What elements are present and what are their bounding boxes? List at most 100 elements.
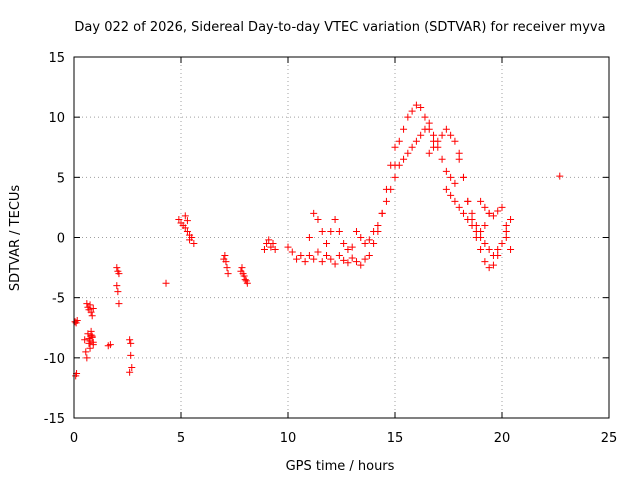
data-point	[113, 282, 121, 290]
data-point	[288, 248, 296, 256]
data-point	[400, 155, 408, 163]
data-point	[412, 101, 420, 109]
data-point	[502, 221, 510, 229]
data-point	[335, 227, 343, 235]
data-point	[113, 264, 121, 272]
data-point	[387, 161, 395, 169]
data-point	[305, 234, 313, 241]
data-point	[222, 258, 230, 266]
data-point	[408, 143, 416, 151]
data-point	[221, 252, 229, 260]
data-point	[127, 339, 135, 347]
data-point	[86, 337, 94, 345]
data-point	[126, 336, 134, 344]
data-point	[267, 243, 275, 251]
y-tick-label: 0	[57, 232, 65, 247]
data-point	[162, 279, 170, 287]
data-point	[241, 276, 249, 284]
y-tick-label: 10	[48, 111, 65, 126]
data-point	[183, 217, 191, 225]
data-point	[434, 137, 442, 145]
data-point	[468, 215, 476, 223]
data-point	[340, 256, 348, 264]
data-point	[344, 246, 352, 254]
data-point	[361, 240, 369, 248]
data-point	[181, 212, 189, 220]
data-point	[175, 215, 183, 223]
data-point	[82, 348, 90, 356]
data-point	[314, 248, 322, 256]
data-point	[223, 264, 231, 272]
data-point	[459, 209, 467, 217]
data-point	[348, 243, 356, 251]
data-point	[459, 173, 467, 181]
data-point	[114, 288, 122, 296]
data-point	[284, 243, 292, 251]
data-point	[88, 333, 96, 341]
x-tick-label: 10	[280, 431, 297, 446]
data-point	[344, 259, 352, 267]
data-point	[86, 301, 94, 309]
data-point	[318, 227, 326, 235]
data-point	[357, 261, 365, 269]
data-point	[442, 167, 450, 175]
data-point	[507, 215, 515, 223]
x-tick-label: 25	[601, 431, 618, 446]
data-point	[310, 255, 318, 263]
x-tick-label: 0	[70, 431, 78, 446]
data-point	[269, 240, 277, 248]
data-point	[391, 173, 399, 181]
data-point	[451, 137, 459, 145]
data-point	[331, 215, 339, 223]
data-point	[186, 236, 194, 244]
data-point	[481, 240, 489, 248]
data-point	[106, 341, 114, 349]
x-tick-label: 5	[177, 431, 185, 446]
data-point	[485, 246, 493, 254]
data-point	[81, 336, 89, 344]
x-axis-label: GPS time / hours	[286, 459, 395, 474]
data-point	[83, 354, 91, 362]
y-tick-label: -15	[44, 412, 65, 427]
data-point	[238, 264, 246, 272]
data-point	[183, 227, 191, 235]
data-point	[87, 308, 95, 316]
data-point	[126, 368, 134, 376]
data-point	[83, 300, 91, 308]
data-point	[73, 317, 81, 325]
data-point	[370, 240, 378, 248]
data-point	[468, 221, 476, 229]
data-point	[556, 172, 564, 180]
data-point	[481, 221, 489, 229]
data-point	[190, 240, 198, 248]
data-point	[502, 234, 510, 241]
data-point	[224, 270, 232, 278]
data-point	[477, 197, 485, 205]
data-point	[494, 246, 502, 254]
data-point	[382, 185, 390, 193]
y-axis-label: SDTVAR / TECUs	[8, 185, 23, 292]
data-point	[382, 197, 390, 205]
data-point	[442, 185, 450, 193]
data-point	[181, 224, 189, 232]
data-point	[260, 246, 268, 254]
data-point	[400, 125, 408, 133]
data-point	[468, 209, 476, 217]
data-point	[494, 252, 502, 260]
data-point	[340, 240, 348, 248]
data-point	[408, 107, 416, 115]
data-point	[395, 161, 403, 169]
data-point	[438, 131, 446, 139]
y-tick-label: -10	[44, 352, 65, 367]
data-point	[412, 137, 420, 145]
data-point	[365, 236, 373, 244]
data-point	[507, 246, 515, 254]
data-point	[374, 221, 382, 229]
data-point	[361, 255, 369, 263]
y-tick-label: 5	[57, 171, 65, 186]
data-point	[335, 252, 343, 260]
data-point	[242, 277, 250, 285]
data-point	[451, 179, 459, 187]
data-point	[357, 234, 365, 241]
data-point	[348, 254, 356, 262]
